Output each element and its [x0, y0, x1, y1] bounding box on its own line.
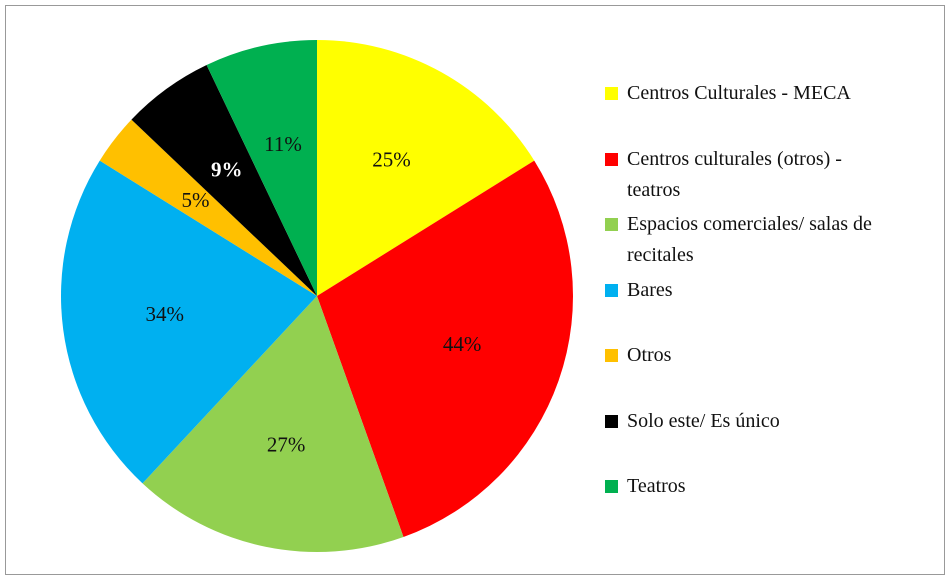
pie-slice: [142, 296, 404, 552]
data-label: 9%: [211, 158, 243, 182]
legend-swatch: [605, 152, 618, 166]
legend-item: Centros Culturales - MECA: [605, 78, 905, 144]
legend-label: Solo este/ Es único: [627, 409, 780, 432]
pie-slice: [317, 160, 573, 537]
data-label: 5%: [182, 188, 210, 212]
legend-label: Centros culturales (otros) - teatros: [627, 147, 842, 201]
legend-swatch: [605, 480, 618, 493]
legend-swatch: [605, 87, 618, 100]
legend-item: Bares: [605, 275, 905, 341]
legend-label: Espacios comerciales/ salas de recitales: [627, 213, 872, 266]
pie-slice: [131, 65, 317, 296]
legend-swatch: [605, 283, 618, 297]
legend-label: Centros Culturales - MECA: [627, 82, 851, 104]
data-label: 34%: [145, 302, 184, 326]
legend-swatch: [605, 218, 618, 231]
legend-label: Bares: [627, 278, 673, 301]
legend-item: Centros culturales (otros) - teatros: [605, 144, 905, 210]
pie-slice: [206, 40, 317, 296]
data-label: 27%: [267, 432, 306, 456]
data-label: 44%: [443, 332, 482, 356]
data-label: 25%: [372, 148, 411, 172]
legend-swatch: [605, 414, 618, 428]
legend-label: Otros: [627, 344, 672, 366]
pie-slice: [317, 40, 535, 296]
pie-slice: [99, 119, 317, 296]
pie-slice: [60, 160, 317, 484]
legend-item: Solo este/ Es único: [605, 406, 905, 472]
data-label: 11%: [264, 132, 302, 156]
legend: Centros Culturales - MECA Centros cultura…: [605, 78, 905, 537]
legend-item: Teatros: [605, 471, 905, 537]
legend-item: Otros: [605, 340, 905, 406]
legend-label: Teatros: [627, 475, 686, 497]
legend-swatch: [605, 349, 618, 362]
legend-item: Espacios comerciales/ salas de recitales: [605, 209, 905, 275]
